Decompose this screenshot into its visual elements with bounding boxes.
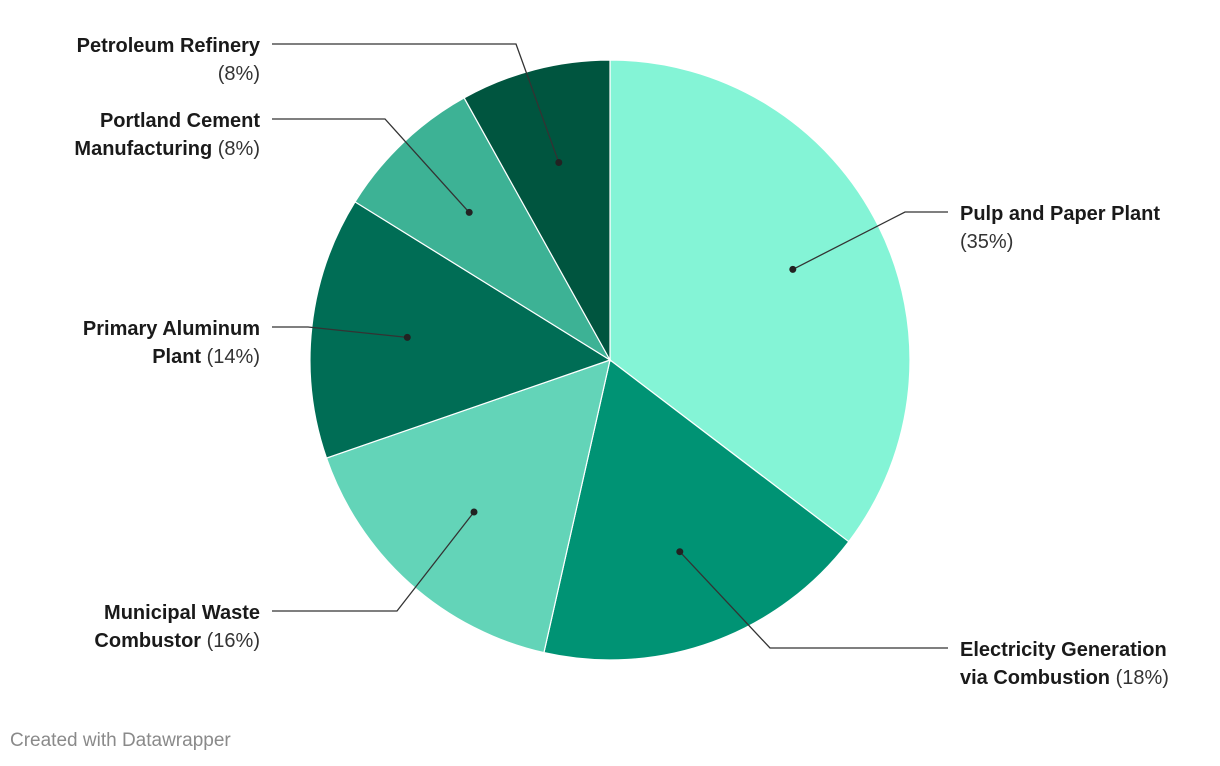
pie-slice-4 [354, 97, 612, 362]
slice-labels: Pulp and Paper Plant (35%) Electricity Gen… [74, 35, 1169, 689]
slice-label-1-line-0: Electricity Generation [960, 639, 1167, 661]
slice-label-name: Petroleum Refinery [77, 35, 261, 57]
leader-dot-2 [470, 508, 478, 516]
leader-lines [272, 43, 948, 649]
slice-label-5-line-0: Petroleum Refinery [77, 35, 261, 57]
leader-line-5 [272, 43, 560, 163]
pie-slice-3 [309, 201, 612, 459]
slice-label-5-pct: (8%) [218, 63, 260, 85]
slice-label-pct: (14%) [201, 346, 260, 368]
leader-dot-4 [465, 208, 473, 216]
slice-label-name: via Combustion [960, 667, 1110, 689]
pie-slices [309, 59, 911, 661]
slice-label-name: Pulp and Paper Plant [960, 203, 1160, 225]
slice-label-name: Primary Aluminum [83, 318, 260, 340]
slice-label-name: Electricity Generation [960, 639, 1167, 661]
slice-label-name: Manufacturing [74, 138, 212, 160]
pie-slice-0 [609, 59, 911, 543]
leader-dot-1 [676, 548, 684, 556]
slice-label-3-line-0: Primary Aluminum [83, 318, 260, 340]
slice-label-0-pct: (35%) [960, 231, 1013, 253]
slice-label-2-line-1: Combustor (16%) [94, 630, 260, 652]
slice-label-2-line-0: Municipal Waste [104, 602, 260, 624]
pie-slice-2 [325, 359, 611, 654]
leader-line-1 [679, 551, 948, 649]
pie-slice-5 [463, 59, 611, 363]
leader-line-0 [792, 211, 948, 270]
leader-dot-3 [403, 333, 411, 341]
leader-line-4 [272, 118, 470, 213]
slice-label-pct: (8%) [212, 138, 260, 160]
slice-label-4-line-0: Portland Cement [100, 110, 260, 132]
slice-label-pct: (18%) [1110, 667, 1169, 689]
slice-label-name: Portland Cement [100, 110, 260, 132]
slice-label-name: Plant [152, 346, 201, 368]
slice-label-pct: (16%) [201, 630, 260, 652]
slice-label-name: Combustor [94, 630, 201, 652]
pie-slice-1 [543, 358, 850, 661]
slice-label-name: Municipal Waste [104, 602, 260, 624]
leader-dot-0 [789, 265, 797, 273]
slice-label-4-line-1: Manufacturing (8%) [74, 138, 260, 160]
leader-line-3 [272, 326, 408, 339]
slice-label-3-line-1: Plant (14%) [152, 346, 260, 368]
leader-line-2 [272, 511, 475, 612]
slice-label-1-line-1: via Combustion (18%) [960, 667, 1169, 689]
datawrapper-credit: Created with Datawrapper [10, 730, 231, 751]
slice-label-0-line-0: Pulp and Paper Plant [960, 203, 1160, 225]
leader-dot-5 [555, 159, 563, 166]
